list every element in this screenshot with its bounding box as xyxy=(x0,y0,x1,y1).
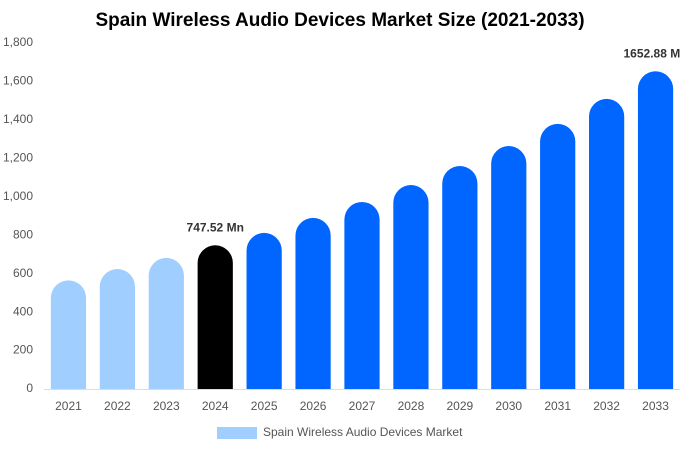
bar xyxy=(442,166,478,389)
bar xyxy=(246,232,282,389)
bar xyxy=(393,185,429,389)
value-label: 747.52 Mn xyxy=(187,220,244,234)
y-tick-label: 1,600 xyxy=(3,74,33,88)
bar xyxy=(344,201,380,389)
y-tick-label: 1,400 xyxy=(3,112,33,126)
legend-label: Spain Wireless Audio Devices Market xyxy=(263,425,463,439)
x-tick-label: 2024 xyxy=(202,399,229,413)
y-tick-label: 1,800 xyxy=(3,35,33,49)
x-tick-label: 2026 xyxy=(300,399,327,413)
bar xyxy=(99,269,135,389)
y-tick-label: 400 xyxy=(13,304,33,318)
x-tick-label: 2032 xyxy=(593,399,620,413)
chart-title: Spain Wireless Audio Devices Market Size… xyxy=(95,10,584,31)
x-tick-label: 2029 xyxy=(446,399,473,413)
x-tick-label: 2023 xyxy=(153,399,180,413)
y-tick-label: 200 xyxy=(13,343,33,357)
y-tick-label: 1,000 xyxy=(3,189,33,203)
bar xyxy=(197,245,233,389)
x-tick-label: 2033 xyxy=(642,399,669,413)
bar xyxy=(50,280,87,389)
x-tick-label: 2027 xyxy=(349,399,376,413)
x-tick-label: 2021 xyxy=(55,399,82,413)
value-label: 1652.88 Mn xyxy=(624,46,680,60)
bar xyxy=(589,98,625,389)
x-tick-label: 2025 xyxy=(251,399,278,413)
x-tick-label: 2031 xyxy=(544,399,571,413)
bar xyxy=(491,146,527,389)
bar xyxy=(540,123,576,390)
y-tick-label: 1,200 xyxy=(3,151,33,165)
y-tick-label: 800 xyxy=(13,227,33,241)
bar xyxy=(148,257,184,389)
legend-swatch xyxy=(217,427,257,439)
x-tick-label: 2022 xyxy=(104,399,131,413)
bar xyxy=(295,217,331,389)
x-tick-label: 2030 xyxy=(495,399,522,413)
y-tick-label: 0 xyxy=(26,381,33,395)
y-tick-label: 600 xyxy=(13,266,33,280)
bar xyxy=(637,71,674,390)
x-tick-label: 2028 xyxy=(398,399,425,413)
